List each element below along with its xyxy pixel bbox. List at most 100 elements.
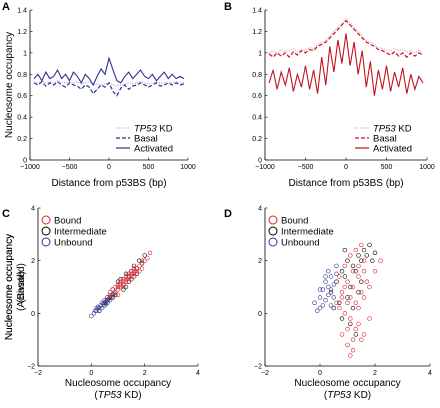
scatter-point-intermediate <box>134 271 139 276</box>
scatter-point-unbound <box>97 308 102 313</box>
scatter-point-intermediate <box>353 332 358 337</box>
x-tick-label: 500 <box>381 164 393 171</box>
scatter-point-unbound <box>328 287 334 292</box>
legend-marker <box>268 226 278 236</box>
scatter-point-intermediate <box>334 279 339 284</box>
scatter-point-intermediate <box>367 242 372 248</box>
scatter-point-intermediate <box>121 287 126 292</box>
legend-marker <box>41 237 51 247</box>
legend-label: Activated <box>373 144 412 155</box>
scatter-point-unbound <box>315 308 320 313</box>
scatter-point-bound <box>110 287 115 292</box>
scatter-point-intermediate <box>110 295 115 300</box>
scatter-point-bound <box>339 290 345 295</box>
scatter-point-unbound <box>317 295 323 300</box>
scatter-point-unbound <box>105 300 110 305</box>
scatter-point-bound <box>367 316 372 321</box>
scatter-point-unbound <box>323 274 328 279</box>
scatter-point-bound <box>350 348 356 353</box>
scatter-point-bound <box>342 311 347 316</box>
y-tick-label: 0.8 <box>17 72 27 79</box>
scatter-point-intermediate <box>339 316 345 321</box>
scatter-point-unbound <box>326 284 331 290</box>
scatter-point-bound <box>126 279 131 284</box>
scatter-point-bound <box>348 295 353 300</box>
scatter-point-intermediate <box>137 258 142 263</box>
scatter-point-unbound <box>107 298 113 303</box>
scatter-point-bound <box>337 274 342 279</box>
scatter-point-bound <box>139 258 145 263</box>
legend-label: Unbound <box>281 238 320 249</box>
scatter-point-bound <box>145 255 150 261</box>
panel-a: −1000 −500 0 500 1000 0 0.2 0.4 0.6 0.8 1 1.2 1.4 Dis… <box>4 8 196 190</box>
scatter-point-bound <box>107 290 113 295</box>
scatter-point-intermediate <box>105 298 110 303</box>
scatter-point-bound <box>367 284 372 290</box>
y-tick-label: 0.4 <box>17 115 27 122</box>
scatter-point-bound <box>129 271 134 276</box>
scatter-point-unbound <box>93 308 98 313</box>
scatter-point-bound <box>139 266 145 271</box>
scatter-point-bound <box>115 292 121 298</box>
scatter-point-unbound <box>95 304 101 309</box>
scatter-point-bound <box>137 269 142 274</box>
x-tick-label: −1000 <box>255 164 275 171</box>
scatter-point-bound <box>110 292 115 298</box>
scatter-point-intermediate <box>359 258 364 263</box>
scatter-point-bound <box>342 263 347 269</box>
y-tick-label: 0.2 <box>17 136 27 143</box>
scatter-point-bound <box>115 284 121 290</box>
x-tick-label: 2 <box>143 370 147 377</box>
scatter-point-bound <box>359 290 364 295</box>
scatter-point-intermediate <box>345 258 350 263</box>
scatter-point-bound <box>345 300 350 305</box>
scatter-point-bound <box>123 279 129 284</box>
scatter-point-unbound <box>102 298 107 303</box>
y-tick-label: 1 <box>258 50 262 57</box>
scatter-point-intermediate <box>129 276 134 282</box>
scatter-point-bound <box>342 284 347 290</box>
scatter-point-bound <box>350 269 356 274</box>
scatter-point-unbound <box>328 303 334 308</box>
panel-letter-b: B <box>224 1 232 13</box>
scatter-point-unbound <box>103 299 109 304</box>
legend-label: Unbound <box>54 238 93 249</box>
y-tick-label: 0 <box>23 158 27 165</box>
scatter-point-bound <box>115 282 121 287</box>
scatter-point-intermediate <box>361 247 367 253</box>
scatter-point-intermediate <box>328 290 334 295</box>
y-tick-label: 0.6 <box>252 93 262 100</box>
series-line-basal <box>33 80 185 97</box>
scatter-point-bound <box>348 253 353 258</box>
scatter-point-intermediate <box>107 295 113 300</box>
scatter-point-bound <box>137 263 142 269</box>
scatter-point-bound <box>105 295 110 300</box>
x-tick-label: 500 <box>143 164 155 171</box>
x-axis-label: Nucleosome occupancy <box>65 378 171 389</box>
scatter-point-unbound <box>106 296 111 302</box>
x-tick-label: 0 <box>89 370 93 377</box>
scatter-point-intermediate <box>342 247 347 253</box>
scatter-point-unbound <box>111 291 117 296</box>
y-tick-label: 0.6 <box>17 93 27 100</box>
scatter-point-unbound <box>94 308 99 313</box>
scatter-point-bound <box>123 274 129 279</box>
scatter-point-intermediate <box>123 271 129 276</box>
scatter-point-intermediate <box>372 250 378 256</box>
scatter-point-unbound <box>102 303 107 308</box>
scatter-point-unbound <box>312 300 317 305</box>
scatter-point-bound <box>361 295 367 300</box>
x-tick-label: 0 <box>344 164 348 171</box>
x-tick-label: 1000 <box>419 164 435 171</box>
scatter-point-intermediate <box>348 321 353 327</box>
scatter-point-intermediate <box>348 284 353 290</box>
scatter-point-bound <box>348 353 353 358</box>
scatter-point-bound <box>131 271 137 276</box>
y-axis-label: Nucleosome occupancy <box>4 234 15 340</box>
x-tick-label: 2 <box>373 370 377 377</box>
scatter-point-bound <box>356 263 361 269</box>
scatter-point-intermediate <box>359 279 364 284</box>
legend-label: Intermediate <box>54 227 107 238</box>
y-tick-label: 4 <box>31 206 35 213</box>
